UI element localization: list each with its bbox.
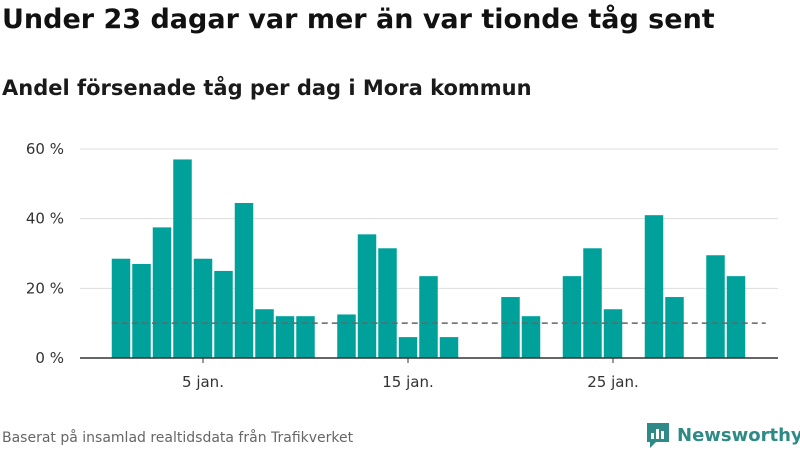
bar-series [111,159,746,358]
x-tick-label: 5 jan. [182,373,224,391]
bar-chart: 0 % 20 % 40 % 60 % 5 jan. 15 jan. 25 jan. [26,140,778,391]
x-tick-label: 15 jan. [382,373,434,391]
bar [501,297,520,358]
bar [521,316,541,358]
axes: 0 % 20 % 40 % 60 % 5 jan. 15 jan. 25 jan. [26,140,778,391]
y-tick-label: 0 % [35,349,64,367]
bar [152,227,172,358]
bar [255,309,274,358]
bar [173,159,192,358]
bar [665,297,684,358]
brand-name: Newsworthy [677,424,800,446]
bar [378,248,397,358]
bar [275,316,295,358]
bar [296,316,315,358]
brand-logo: Newsworthy [645,420,800,450]
y-tick-label: 20 % [26,279,64,297]
bar [562,276,582,358]
bar [583,248,602,358]
bar [337,314,356,358]
bar [214,270,233,358]
bar [132,263,151,358]
bar [234,202,254,358]
chart-subtitle: Andel försenade tåg per dag i Mora kommu… [2,76,532,100]
bar [726,276,746,358]
y-tick-label: 60 % [26,140,64,158]
bar [419,276,438,358]
bar [644,215,664,358]
bar [439,337,459,358]
y-tick-label: 40 % [26,210,64,228]
bar [357,234,377,358]
bar [706,255,725,358]
source-note: Baserat på insamlad realtidsdata från Tr… [2,430,354,446]
bar [193,258,213,358]
bar [603,309,623,358]
newsworthy-logo-icon [647,423,669,448]
bar [398,337,418,358]
x-tick-label: 25 jan. [587,373,639,391]
bar [111,258,131,358]
chart-title: Under 23 dagar var mer än var tionde tåg… [2,4,715,35]
